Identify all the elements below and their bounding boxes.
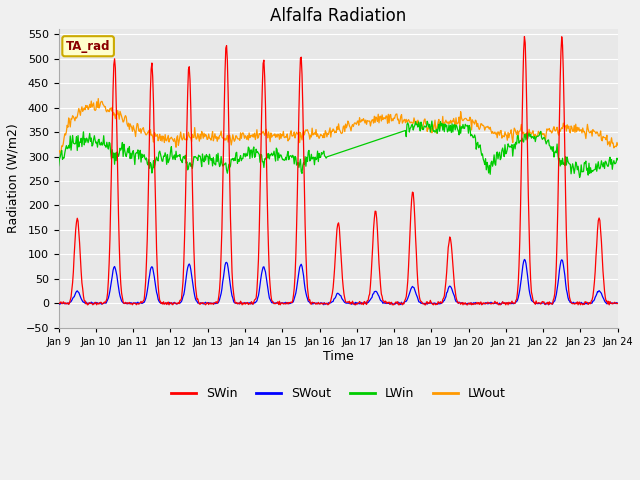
LWout (55, 152, 63, 157)
SWin (180, 259, 188, 265)
SWout (351, 302, 359, 308)
Title: Alfalfa Radiation: Alfalfa Radiation (270, 7, 406, 25)
SWin (209, 301, 217, 307)
LWin (428, 118, 436, 124)
Legend: SWin, SWout, LWin, LWout: SWin, SWout, LWin, LWout (166, 382, 511, 405)
Y-axis label: Radiation (W/m2): Radiation (W/m2) (7, 124, 20, 233)
SWin (55, 300, 63, 306)
SWin (407, 209, 415, 215)
SWout (424, 301, 431, 307)
SWout (65, 301, 72, 307)
Line: SWout: SWout (59, 259, 618, 305)
SWin (520, 34, 528, 39)
SWout (122, 300, 130, 306)
LWin (576, 175, 584, 180)
LWin (614, 157, 621, 163)
LWout (180, 131, 188, 136)
Line: LWin: LWin (59, 121, 618, 178)
X-axis label: Time: Time (323, 349, 353, 362)
LWout (209, 138, 217, 144)
SWout (55, 300, 63, 306)
SWin (65, 301, 72, 307)
LWout (123, 121, 131, 127)
LWin (538, 134, 545, 140)
Text: TA_rad: TA_rad (66, 40, 110, 53)
SWout (614, 300, 621, 306)
SWin (614, 300, 621, 306)
LWout (65, 115, 72, 121)
SWin (424, 299, 431, 305)
Line: LWout: LWout (59, 98, 618, 155)
SWin (84, 302, 92, 308)
LWout (424, 129, 431, 134)
LWin (508, 144, 515, 150)
LWin (123, 150, 131, 156)
LWin (480, 158, 488, 164)
LWout (95, 96, 102, 101)
LWin (233, 149, 241, 155)
LWout (407, 119, 415, 125)
Line: SWin: SWin (59, 36, 618, 305)
LWin (55, 163, 63, 168)
SWout (209, 300, 216, 306)
LWin (603, 162, 611, 168)
LWout (614, 142, 621, 148)
SWin (123, 301, 131, 307)
SWout (179, 294, 187, 300)
SWout (407, 286, 415, 292)
SWout (520, 256, 528, 262)
